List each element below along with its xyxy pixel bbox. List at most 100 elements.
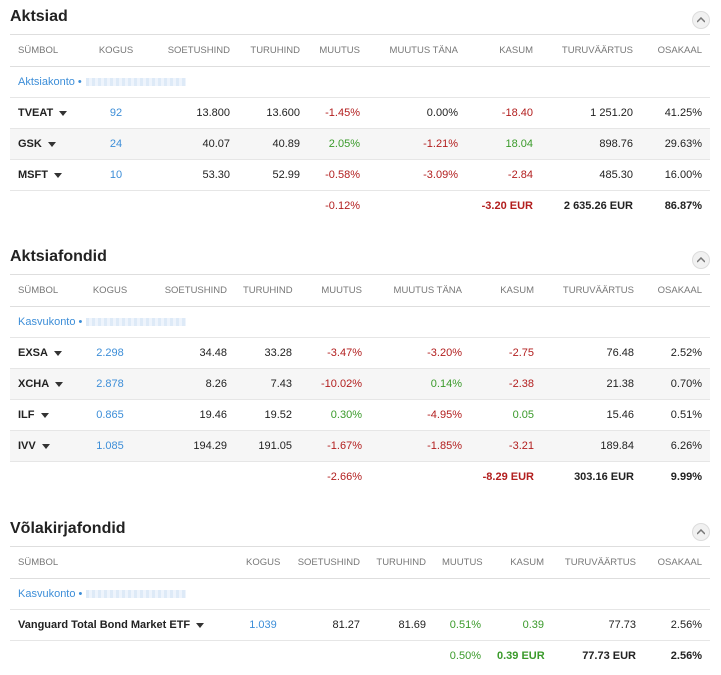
market-value: 76.48 — [542, 337, 642, 369]
caret-down-icon[interactable] — [41, 443, 50, 449]
caret-down-icon[interactable] — [53, 172, 62, 178]
profit-value: 0.05 — [470, 399, 542, 431]
market-value: 898.76 — [541, 128, 641, 160]
market-value: 77.73 — [552, 609, 644, 641]
table-row[interactable]: XCHA 2.878 8.26 7.43 -10.02% 0.14% -2.38… — [10, 368, 710, 400]
masked-account-number — [85, 78, 186, 87]
table-row[interactable]: EXSA 2.298 34.48 33.28 -3.47% -3.20% -2.… — [10, 337, 710, 369]
profit-value: -2.38 — [470, 368, 542, 400]
table-row[interactable]: GSK 24 40.07 40.89 2.05% -1.21% 18.04 89… — [10, 128, 710, 160]
symbol-label[interactable]: MSFT — [18, 169, 48, 181]
caret-down-icon[interactable] — [55, 381, 64, 387]
col-change[interactable]: MUUTUS — [434, 546, 489, 579]
bond-funds-table: SÜMBOL KOGUS SOETUSHIND TURUHIND MUUTUS … — [10, 546, 710, 671]
bond-funds-collapse-button[interactable] — [692, 523, 710, 541]
change-today-value: -4.95% — [370, 399, 470, 431]
profit-value: -3.21 — [470, 430, 542, 462]
stocks-collapse-button[interactable] — [692, 11, 710, 29]
total-market-value: 2 635.26 EUR — [563, 200, 633, 212]
change-today-value: -3.09% — [368, 159, 466, 191]
table-row[interactable]: IVV 1.085 194.29 191.05 -1.67% -1.85% -3… — [10, 430, 710, 462]
symbol-label[interactable]: TVEAT — [18, 107, 54, 119]
col-market-value[interactable]: TURUVÄÄRTUS — [542, 274, 642, 307]
col-market-value[interactable]: TURUVÄÄRTUS — [552, 546, 644, 579]
table-row[interactable]: TVEAT 92 13.800 13.600 -1.45% 0.00% -18.… — [10, 97, 710, 129]
col-change[interactable]: MUUTUS — [308, 34, 368, 67]
col-profit[interactable]: KASUM — [489, 546, 552, 579]
col-price[interactable]: TURUHIND — [238, 34, 308, 67]
col-symbol[interactable]: SÜMBOL — [10, 274, 80, 307]
quantity-link[interactable]: 24 — [85, 128, 147, 160]
masked-account-number — [86, 318, 187, 327]
account-link[interactable]: Kasvukonto • — [18, 588, 83, 600]
col-symbol[interactable]: SÜMBOL — [10, 34, 85, 67]
col-profit[interactable]: KASUM — [466, 34, 541, 67]
col-quantity[interactable]: KOGUS — [238, 546, 288, 579]
change-today-value: -1.85% — [370, 430, 470, 462]
col-share[interactable]: OSAKAAL — [642, 274, 710, 307]
market-value: 21.38 — [542, 368, 642, 400]
total-change: -0.12% — [325, 200, 360, 212]
col-quantity[interactable]: KOGUS — [80, 274, 140, 307]
equity-funds-collapse-button[interactable] — [692, 251, 710, 269]
quantity-link[interactable]: 1.085 — [80, 430, 140, 462]
caret-down-icon[interactable] — [47, 141, 56, 147]
col-share[interactable]: OSAKAAL — [644, 546, 710, 579]
col-change-today[interactable]: MUUTUS TÄNA — [368, 34, 466, 67]
caret-down-icon[interactable] — [196, 622, 205, 628]
col-cost[interactable]: SOETUSHIND — [140, 274, 235, 307]
total-change: 0.50% — [449, 650, 481, 662]
table-row[interactable]: Vanguard Total Bond Market ETF 1.039 81.… — [10, 609, 710, 641]
caret-down-icon[interactable] — [59, 110, 68, 116]
caret-down-icon[interactable] — [40, 412, 49, 418]
total-row: -2.66% -8.29 EUR 303.16 EUR 9.99% — [10, 462, 710, 493]
cost-value: 40.07 — [147, 128, 238, 160]
total-market-value: 303.16 EUR — [574, 471, 634, 483]
stocks-header-row: SÜMBOL KOGUS SOETUSHIND TURUHIND MUUTUS … — [10, 34, 710, 67]
col-share[interactable]: OSAKAAL — [641, 34, 710, 67]
account-link[interactable]: Kasvukonto • — [18, 316, 83, 328]
col-cost[interactable]: SOETUSHIND — [288, 546, 368, 579]
market-value: 485.30 — [541, 159, 641, 191]
market-value: 189.84 — [542, 430, 642, 462]
table-row[interactable]: MSFT 10 53.30 52.99 -0.58% -3.09% -2.84 … — [10, 159, 710, 191]
price-value: 191.05 — [235, 430, 300, 462]
col-symbol[interactable]: SÜMBOL — [10, 546, 238, 579]
price-value: 40.89 — [238, 128, 308, 160]
cost-value: 8.26 — [140, 368, 235, 400]
col-price[interactable]: TURUHIND — [368, 546, 434, 579]
symbol-label[interactable]: Vanguard Total Bond Market ETF — [18, 619, 191, 631]
price-value: 52.99 — [238, 159, 308, 191]
symbol-label[interactable]: ILF — [18, 409, 35, 421]
market-value: 1 251.20 — [541, 97, 641, 129]
equity-funds-header-row: SÜMBOL KOGUS SOETUSHIND TURUHIND MUUTUS … — [10, 274, 710, 307]
total-profit: 0.39 EUR — [497, 650, 545, 662]
cost-value: 53.30 — [147, 159, 238, 191]
change-value: -10.02% — [300, 368, 370, 400]
col-quantity[interactable]: KOGUS — [85, 34, 147, 67]
stocks-title: Aktsiad — [10, 8, 68, 25]
share-value: 2.52% — [642, 337, 710, 369]
quantity-link[interactable]: 2.298 — [80, 337, 140, 369]
col-market-value[interactable]: TURUVÄÄRTUS — [541, 34, 641, 67]
quantity-link[interactable]: 0.865 — [80, 399, 140, 431]
symbol-label[interactable]: IVV — [18, 440, 36, 452]
col-price[interactable]: TURUHIND — [235, 274, 300, 307]
col-cost[interactable]: SOETUSHIND — [147, 34, 238, 67]
share-value: 16.00% — [641, 159, 710, 191]
symbol-label[interactable]: EXSA — [18, 347, 48, 359]
symbol-label[interactable]: GSK — [18, 138, 42, 150]
quantity-link[interactable]: 10 — [85, 159, 147, 191]
price-value: 13.600 — [238, 97, 308, 129]
quantity-link[interactable]: 2.878 — [80, 368, 140, 400]
col-change[interactable]: MUUTUS — [300, 274, 370, 307]
table-row[interactable]: ILF 0.865 19.46 19.52 0.30% -4.95% 0.05 … — [10, 399, 710, 431]
account-row: Aktsiakonto • — [10, 66, 710, 98]
account-link[interactable]: Aktsiakonto • — [18, 76, 82, 88]
symbol-label[interactable]: XCHA — [18, 378, 50, 390]
quantity-link[interactable]: 1.039 — [238, 609, 288, 641]
caret-down-icon[interactable] — [53, 350, 62, 356]
col-profit[interactable]: KASUM — [470, 274, 542, 307]
quantity-link[interactable]: 92 — [85, 97, 147, 129]
col-change-today[interactable]: MUUTUS TÄNA — [370, 274, 470, 307]
